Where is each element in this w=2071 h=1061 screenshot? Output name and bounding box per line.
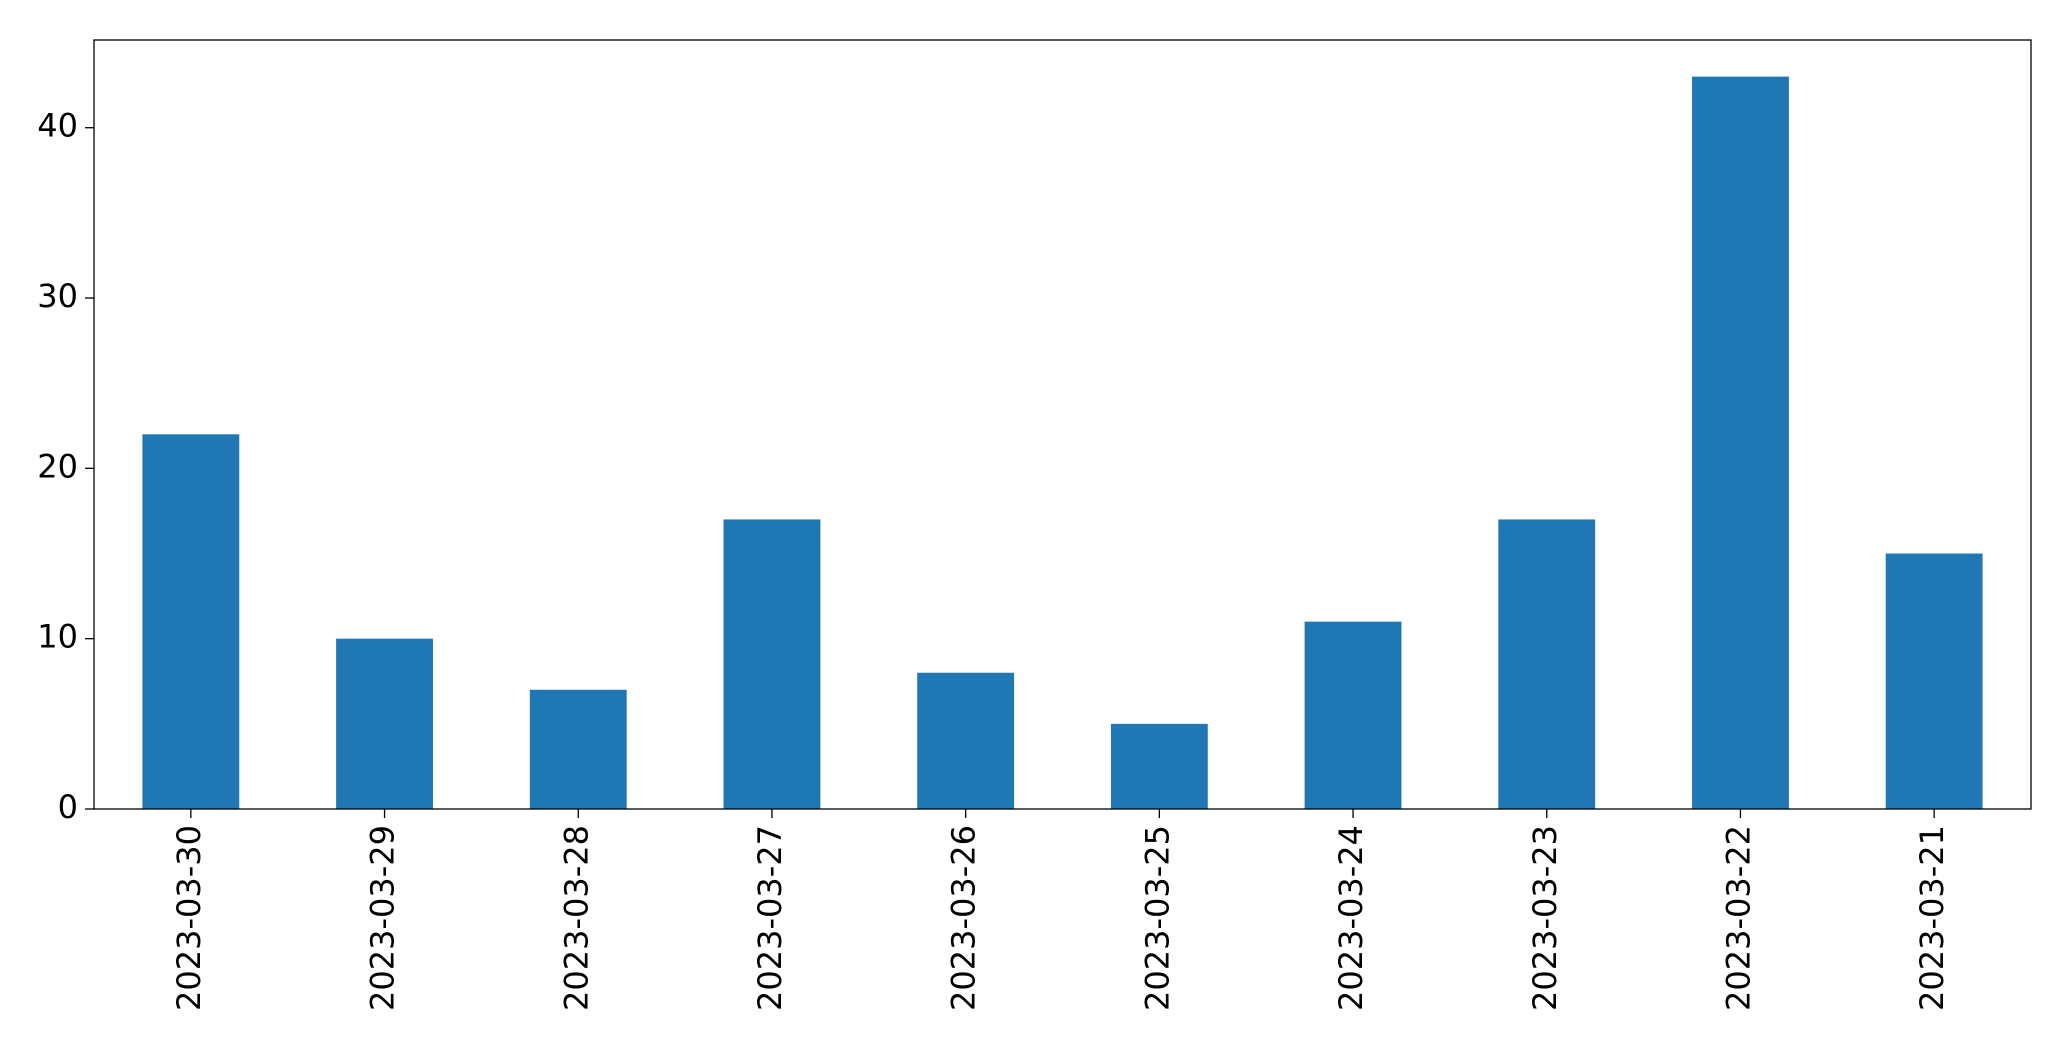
bar [1304, 621, 1402, 809]
bar [917, 672, 1015, 809]
y-tick-label: 0 [58, 788, 78, 826]
x-tick-label: 2023-03-21 [1913, 825, 1951, 1011]
x-tick-label: 2023-03-30 [170, 825, 208, 1011]
bar [1498, 519, 1596, 809]
x-tick-label: 2023-03-26 [945, 825, 983, 1011]
bar [1885, 553, 1983, 809]
bar [1110, 723, 1208, 809]
bar [336, 638, 433, 809]
bar [1692, 76, 1789, 810]
x-tick-label: 2023-03-23 [1526, 825, 1564, 1011]
y-tick-label: 10 [37, 618, 78, 656]
y-tick-label: 20 [37, 447, 78, 485]
x-tick-label: 2023-03-28 [557, 825, 595, 1011]
y-tick-label: 30 [37, 277, 78, 315]
bar [723, 519, 821, 809]
bar [529, 689, 627, 809]
y-tick-label: 40 [37, 107, 78, 145]
plot-frame [93, 39, 2032, 810]
x-tick-label: 2023-03-27 [751, 825, 789, 1011]
x-tick-label: 2023-03-22 [1719, 825, 1757, 1011]
bar [142, 434, 240, 809]
x-tick-label: 2023-03-24 [1332, 825, 1370, 1011]
x-tick-label: 2023-03-25 [1138, 825, 1176, 1011]
x-tick-label: 2023-03-29 [364, 825, 402, 1011]
